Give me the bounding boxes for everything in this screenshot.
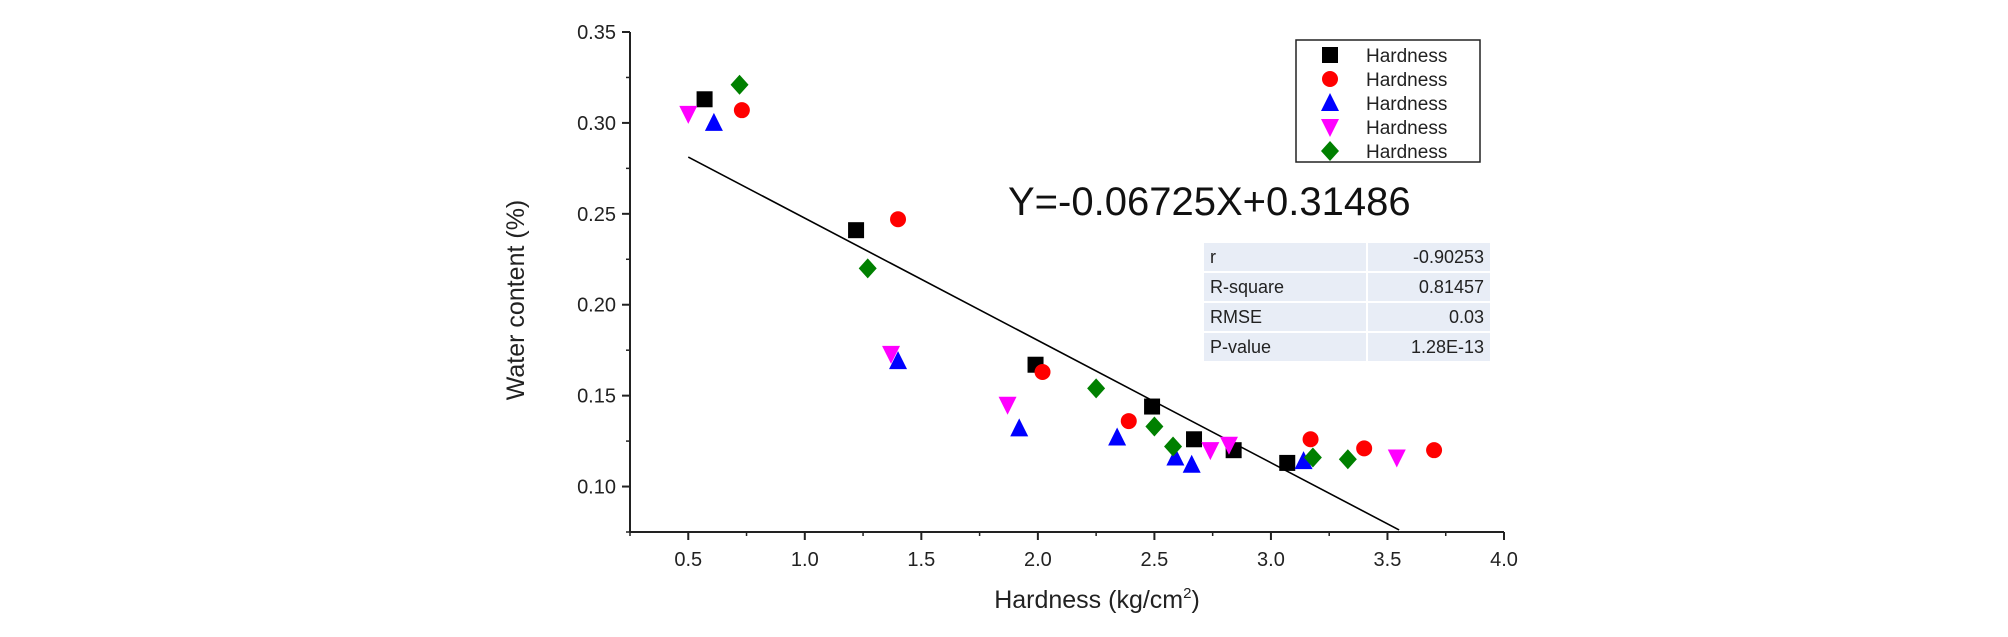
legend-marker	[1322, 71, 1338, 87]
y-tick-label: 0.15	[577, 386, 616, 408]
legend-label: Hardness	[1366, 70, 1447, 91]
data-point	[730, 74, 749, 95]
y-tick-label: 0.10	[577, 477, 616, 499]
legend-marker	[1321, 141, 1339, 161]
stat-label: r	[1204, 243, 1368, 273]
data-point	[1166, 447, 1185, 466]
x-ticks: 0.5 1.0 1.5 2.0 2.5 3.0 3.5 4.0	[629, 532, 1518, 571]
data-points	[679, 74, 1443, 473]
data-point	[1387, 449, 1406, 468]
data-point	[1279, 454, 1296, 471]
series-2-points	[733, 102, 1443, 459]
x-tick-label: 1.0	[791, 549, 819, 571]
data-point	[1201, 442, 1220, 461]
x-tick-label: 4.0	[1490, 549, 1518, 571]
data-point	[1338, 449, 1357, 470]
data-point	[882, 345, 901, 364]
y-tick-label: 0.20	[577, 295, 616, 317]
data-point	[848, 222, 865, 239]
legend-marker	[1322, 47, 1338, 63]
stat-value: -0.90253	[1367, 243, 1490, 273]
series-3-points	[704, 112, 1313, 473]
data-point	[1034, 364, 1051, 380]
data-point	[679, 105, 698, 124]
data-point	[998, 396, 1017, 415]
stats-table: r -0.90253 R-square 0.81457 RMSE 0.03 P-value 1…	[1204, 243, 1490, 363]
stat-value: 1.28E-13	[1367, 332, 1490, 363]
data-point	[1108, 427, 1127, 446]
series-5-points	[730, 74, 1357, 470]
data-point	[1144, 398, 1161, 415]
y-axis-title: Water content (%)	[502, 200, 530, 401]
data-point	[696, 91, 713, 108]
stat-label: R-square	[1204, 272, 1368, 303]
series-4-points	[679, 105, 1406, 468]
data-point	[1120, 413, 1137, 430]
stats-row: RMSE 0.03	[1204, 302, 1490, 333]
stat-value: 0.03	[1367, 302, 1490, 333]
x-axis-title-suffix: )	[1191, 586, 1199, 614]
legend-label: Hardness	[1366, 118, 1447, 139]
legend-marker	[1321, 93, 1339, 111]
data-point	[733, 102, 750, 119]
stats-row: R-square 0.81457	[1204, 272, 1490, 303]
data-point	[1087, 378, 1106, 399]
stat-label: P-value	[1204, 332, 1368, 363]
data-point	[1010, 418, 1029, 437]
x-tick-label: 3.5	[1374, 549, 1402, 571]
x-tick-label: 2.5	[1140, 549, 1168, 571]
x-axis-title: Hardness (kg/cm2)	[994, 585, 1200, 614]
legend-marker	[1321, 119, 1339, 137]
data-point	[1219, 436, 1238, 455]
data-point	[858, 258, 877, 279]
x-tick-label: 0.5	[674, 549, 702, 571]
data-point	[704, 112, 723, 131]
regression-equation: Y=-0.06725X+0.31486	[1008, 180, 1411, 224]
legend-label: Hardness	[1366, 94, 1447, 115]
x-tick-label: 3.0	[1257, 549, 1285, 571]
data-point	[1303, 447, 1322, 468]
data-point	[1182, 454, 1201, 473]
data-point	[1164, 436, 1183, 457]
data-point	[890, 211, 907, 228]
y-tick-label: 0.35	[577, 22, 616, 44]
legend: Hardness Hardness Hardness Hardness Hardness	[1295, 39, 1481, 163]
y-ticks: 0.10 0.15 0.20 0.25 0.30 0.35	[577, 22, 630, 533]
data-point	[1302, 431, 1319, 448]
stats-table-body: r -0.90253 R-square 0.81457 RMSE 0.03 P-value 1…	[1204, 243, 1490, 363]
data-point	[1294, 451, 1313, 470]
stat-label: RMSE	[1204, 302, 1368, 333]
x-tick-label: 2.0	[1024, 549, 1052, 571]
stat-value: 0.81457	[1367, 272, 1490, 303]
axes: 0.10 0.15 0.20 0.25 0.30 0.35 0.5 1.0 1.5 2.0 2.5…	[577, 22, 1518, 571]
stats-row: P-value 1.28E-13	[1204, 332, 1490, 363]
legend-items: Hardness Hardness Hardness Hardness Hardness	[1321, 46, 1447, 163]
legend-label: Hardness	[1366, 142, 1447, 163]
data-point	[1356, 440, 1373, 457]
legend-label: Hardness	[1366, 46, 1447, 67]
x-tick-label: 1.5	[907, 549, 935, 571]
x-axis-title-superscript: 2	[1183, 585, 1191, 602]
y-tick-label: 0.30	[577, 113, 616, 135]
x-axis-title-main: Hardness (kg/cm	[994, 586, 1183, 614]
data-point	[1186, 431, 1203, 448]
data-point	[1145, 416, 1164, 437]
data-point	[889, 351, 908, 370]
data-point	[1426, 442, 1443, 459]
y-tick-label: 0.25	[577, 204, 616, 226]
stats-row: r -0.90253	[1204, 243, 1490, 273]
